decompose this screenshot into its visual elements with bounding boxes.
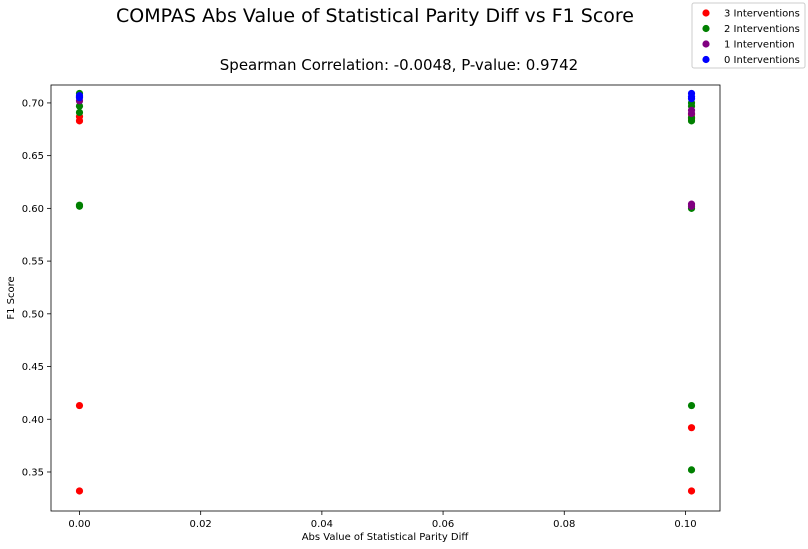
- data-point-series-3: [75, 94, 84, 102]
- legend-label: 3 Interventions: [724, 9, 800, 20]
- data-point-series-1: [75, 202, 84, 210]
- x-axis-label: Abs Value of Statistical Parity Diff: [302, 532, 470, 543]
- legend-marker: [702, 40, 710, 48]
- x-tick-label: 0.00: [68, 519, 90, 530]
- x-tick-label: 0.02: [190, 519, 212, 530]
- y-tick-label: 0.35: [22, 467, 44, 478]
- chart-subtitle: Spearman Correlation: -0.0048, P-value: …: [220, 56, 578, 74]
- data-point-series-1: [75, 102, 84, 110]
- data-point-series-0: [687, 424, 696, 432]
- data-points: [75, 89, 696, 495]
- data-point-series-0: [75, 487, 84, 495]
- legend-label: 0 Interventions: [724, 55, 800, 66]
- y-tick-label: 0.40: [22, 415, 44, 426]
- legend-label: 1 Intervention: [724, 40, 795, 51]
- x-tick-label: 0.08: [553, 519, 575, 530]
- y-tick-label: 0.45: [22, 362, 44, 373]
- data-point-series-1: [687, 401, 696, 410]
- y-tick-label: 0.70: [22, 98, 44, 109]
- plot-frame: [50, 84, 721, 512]
- legend-marker: [702, 55, 710, 64]
- legend-box: [691, 2, 806, 69]
- x-axis: 0.00 0.02 0.04 0.06 0.08 0.10: [68, 511, 697, 530]
- y-tick-label: 0.50: [22, 309, 44, 320]
- x-tick-label: 0.10: [674, 519, 696, 530]
- figure-title: COMPAS Abs Value of Statistical Parity D…: [116, 5, 634, 27]
- data-point-series-0: [687, 487, 696, 495]
- data-point-series-1: [687, 466, 696, 474]
- data-point-series-2: [687, 202, 696, 210]
- legend-marker: [702, 24, 710, 33]
- data-point-series-3: [687, 95, 696, 103]
- legend-label: 2 Interventions: [724, 24, 800, 35]
- y-tick-label: 0.60: [22, 204, 44, 215]
- data-point-series-2: [687, 109, 696, 118]
- data-point-series-1: [75, 108, 84, 117]
- legend-marker: [702, 9, 710, 17]
- y-tick-label: 0.65: [22, 151, 44, 162]
- x-tick-label: 0.04: [311, 519, 333, 530]
- legend: 3 Interventions 2 Interventions 1 Interven…: [691, 2, 806, 69]
- y-tick-label: 0.55: [22, 257, 44, 268]
- x-tick-label: 0.06: [432, 519, 454, 530]
- data-point-series-1: [687, 117, 696, 125]
- data-point-series-0: [75, 401, 84, 410]
- y-axis-label: F1 Score: [6, 276, 17, 319]
- y-axis: 0.35 0.40 0.45 0.50 0.55 0.60 0.65 0.70: [22, 98, 51, 478]
